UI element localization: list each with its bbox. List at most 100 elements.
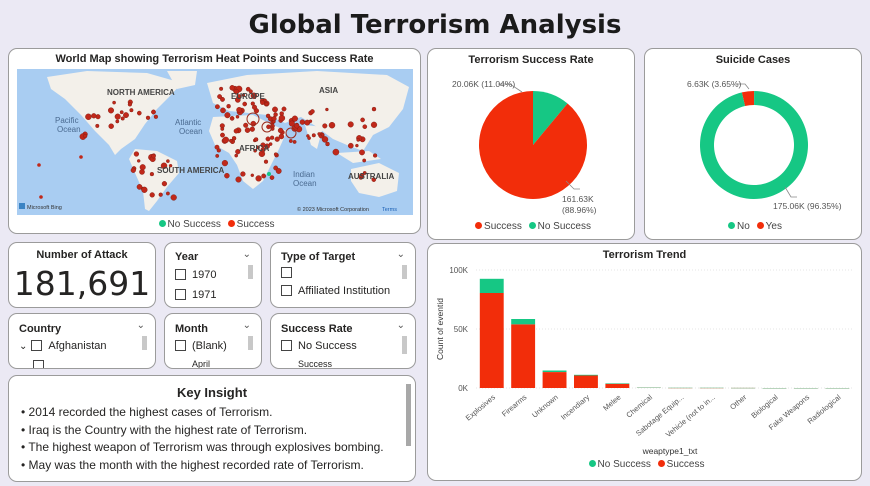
target-option-blank[interactable] — [281, 266, 298, 279]
heat-point[interactable] — [311, 133, 316, 138]
heat-point[interactable] — [294, 123, 300, 129]
legend-no-success[interactable]: No Success — [597, 459, 651, 470]
success-rate-option-success[interactable]: Success — [281, 359, 332, 368]
bar-no-success[interactable] — [511, 319, 536, 325]
heat-point[interactable] — [158, 192, 163, 197]
heat-point[interactable] — [136, 159, 141, 163]
heat-point[interactable] — [220, 127, 225, 131]
heat-point[interactable] — [233, 88, 240, 95]
heat-point[interactable] — [256, 145, 260, 150]
heat-point[interactable] — [355, 143, 359, 148]
heat-point[interactable] — [137, 110, 142, 116]
heat-point[interactable] — [153, 114, 158, 119]
heat-point[interactable] — [217, 94, 223, 99]
chevron-down-icon[interactable]: ⌄ — [242, 320, 251, 331]
heat-point[interactable] — [359, 149, 365, 156]
heat-point[interactable] — [224, 112, 231, 119]
heat-point[interactable] — [360, 117, 365, 123]
heat-point[interactable] — [317, 132, 321, 136]
checkbox[interactable] — [281, 339, 292, 351]
heat-point[interactable] — [250, 92, 258, 99]
world-map[interactable]: NORTH AMERICA EUROPE ASIA Pacific Ocean … — [17, 69, 413, 215]
heat-point[interactable] — [91, 113, 97, 119]
heat-point[interactable] — [79, 155, 83, 159]
heat-point[interactable] — [222, 136, 230, 144]
heat-point[interactable] — [273, 112, 278, 117]
heat-point[interactable] — [119, 110, 124, 115]
heat-point[interactable] — [85, 113, 92, 120]
legend-success[interactable]: Success — [236, 219, 275, 230]
heat-point[interactable] — [170, 194, 177, 201]
heat-point[interactable] — [226, 104, 231, 109]
heat-point[interactable] — [246, 112, 260, 126]
bar-no-success[interactable] — [605, 383, 630, 384]
heat-point[interactable] — [241, 93, 246, 97]
bar-no-success[interactable] — [542, 370, 567, 373]
heat-point[interactable] — [322, 123, 328, 129]
pie-slice-yes[interactable] — [741, 91, 755, 107]
suicide-donut[interactable]: 6.63K (3.65%) 175.06K (96.35%) — [645, 49, 862, 240]
heat-point[interactable] — [253, 137, 259, 142]
heat-point[interactable] — [149, 171, 154, 177]
country-option-afghanistan[interactable]: ⌄ Afghanistan — [19, 339, 107, 352]
month-scrollbar[interactable] — [248, 336, 253, 350]
heat-point[interactable] — [166, 159, 170, 163]
heat-point[interactable] — [260, 147, 266, 153]
heat-point[interactable] — [234, 153, 238, 158]
heat-point[interactable] — [356, 138, 361, 142]
target-option-affiliated[interactable]: Affiliated Institution — [281, 284, 390, 297]
bar-no-success[interactable] — [574, 374, 598, 376]
heat-point[interactable] — [371, 106, 377, 112]
heat-point[interactable] — [229, 116, 235, 121]
success-rate-pie[interactable]: 20.06K (11.04%) 161.63K (88.96%) — [428, 49, 635, 240]
heat-point[interactable] — [249, 126, 255, 132]
heat-point[interactable] — [120, 116, 125, 121]
chevron-down-icon[interactable]: ⌄ — [396, 249, 405, 260]
heat-point[interactable] — [261, 121, 273, 133]
heat-point[interactable] — [277, 127, 284, 134]
heat-point[interactable] — [214, 144, 220, 150]
bar-success[interactable] — [605, 383, 630, 388]
heat-point[interactable] — [235, 176, 242, 183]
legend-success[interactable]: Success — [666, 459, 705, 470]
heat-point[interactable] — [234, 97, 241, 103]
heat-point[interactable] — [255, 175, 262, 182]
map-terms-link[interactable]: Terms — [382, 207, 397, 213]
heat-point[interactable] — [145, 115, 151, 120]
expand-chevron-icon[interactable]: ⌄ — [19, 341, 28, 352]
heat-point[interactable] — [347, 142, 354, 149]
heat-point[interactable] — [332, 148, 340, 156]
heat-point[interactable] — [108, 123, 114, 129]
heat-point[interactable] — [214, 104, 220, 110]
heat-point[interactable] — [229, 85, 235, 91]
heat-point[interactable] — [220, 132, 225, 138]
heat-point[interactable] — [112, 100, 116, 105]
checkbox[interactable] — [33, 359, 44, 368]
heat-point[interactable] — [161, 181, 168, 187]
heat-point[interactable] — [362, 124, 368, 130]
bar-success[interactable] — [511, 324, 536, 388]
pie-slice-success[interactable] — [479, 91, 587, 199]
heat-point[interactable] — [236, 107, 243, 113]
insight-scrollbar[interactable] — [406, 384, 411, 446]
pie-slice-no[interactable] — [700, 91, 808, 199]
heat-point[interactable] — [165, 191, 170, 196]
heat-point[interactable] — [291, 115, 298, 122]
heat-point[interactable] — [136, 184, 143, 190]
heat-point[interactable] — [215, 154, 220, 158]
heat-point[interactable] — [95, 114, 101, 120]
heat-point[interactable] — [292, 140, 297, 144]
heat-point[interactable] — [288, 120, 295, 127]
checkbox[interactable] — [175, 339, 186, 351]
heat-point[interactable] — [260, 100, 265, 105]
heat-point[interactable] — [359, 173, 365, 179]
heat-point[interactable] — [299, 119, 306, 125]
heat-point[interactable] — [235, 115, 240, 119]
chevron-down-icon[interactable]: ⌄ — [396, 320, 405, 331]
success-rate-scrollbar[interactable] — [402, 336, 407, 354]
heat-point[interactable] — [270, 135, 275, 140]
month-option-april[interactable]: April — [175, 359, 210, 368]
heat-point[interactable] — [251, 104, 257, 110]
heat-point[interactable] — [168, 163, 173, 168]
success-rate-option-no-success[interactable]: No Success — [281, 339, 357, 352]
